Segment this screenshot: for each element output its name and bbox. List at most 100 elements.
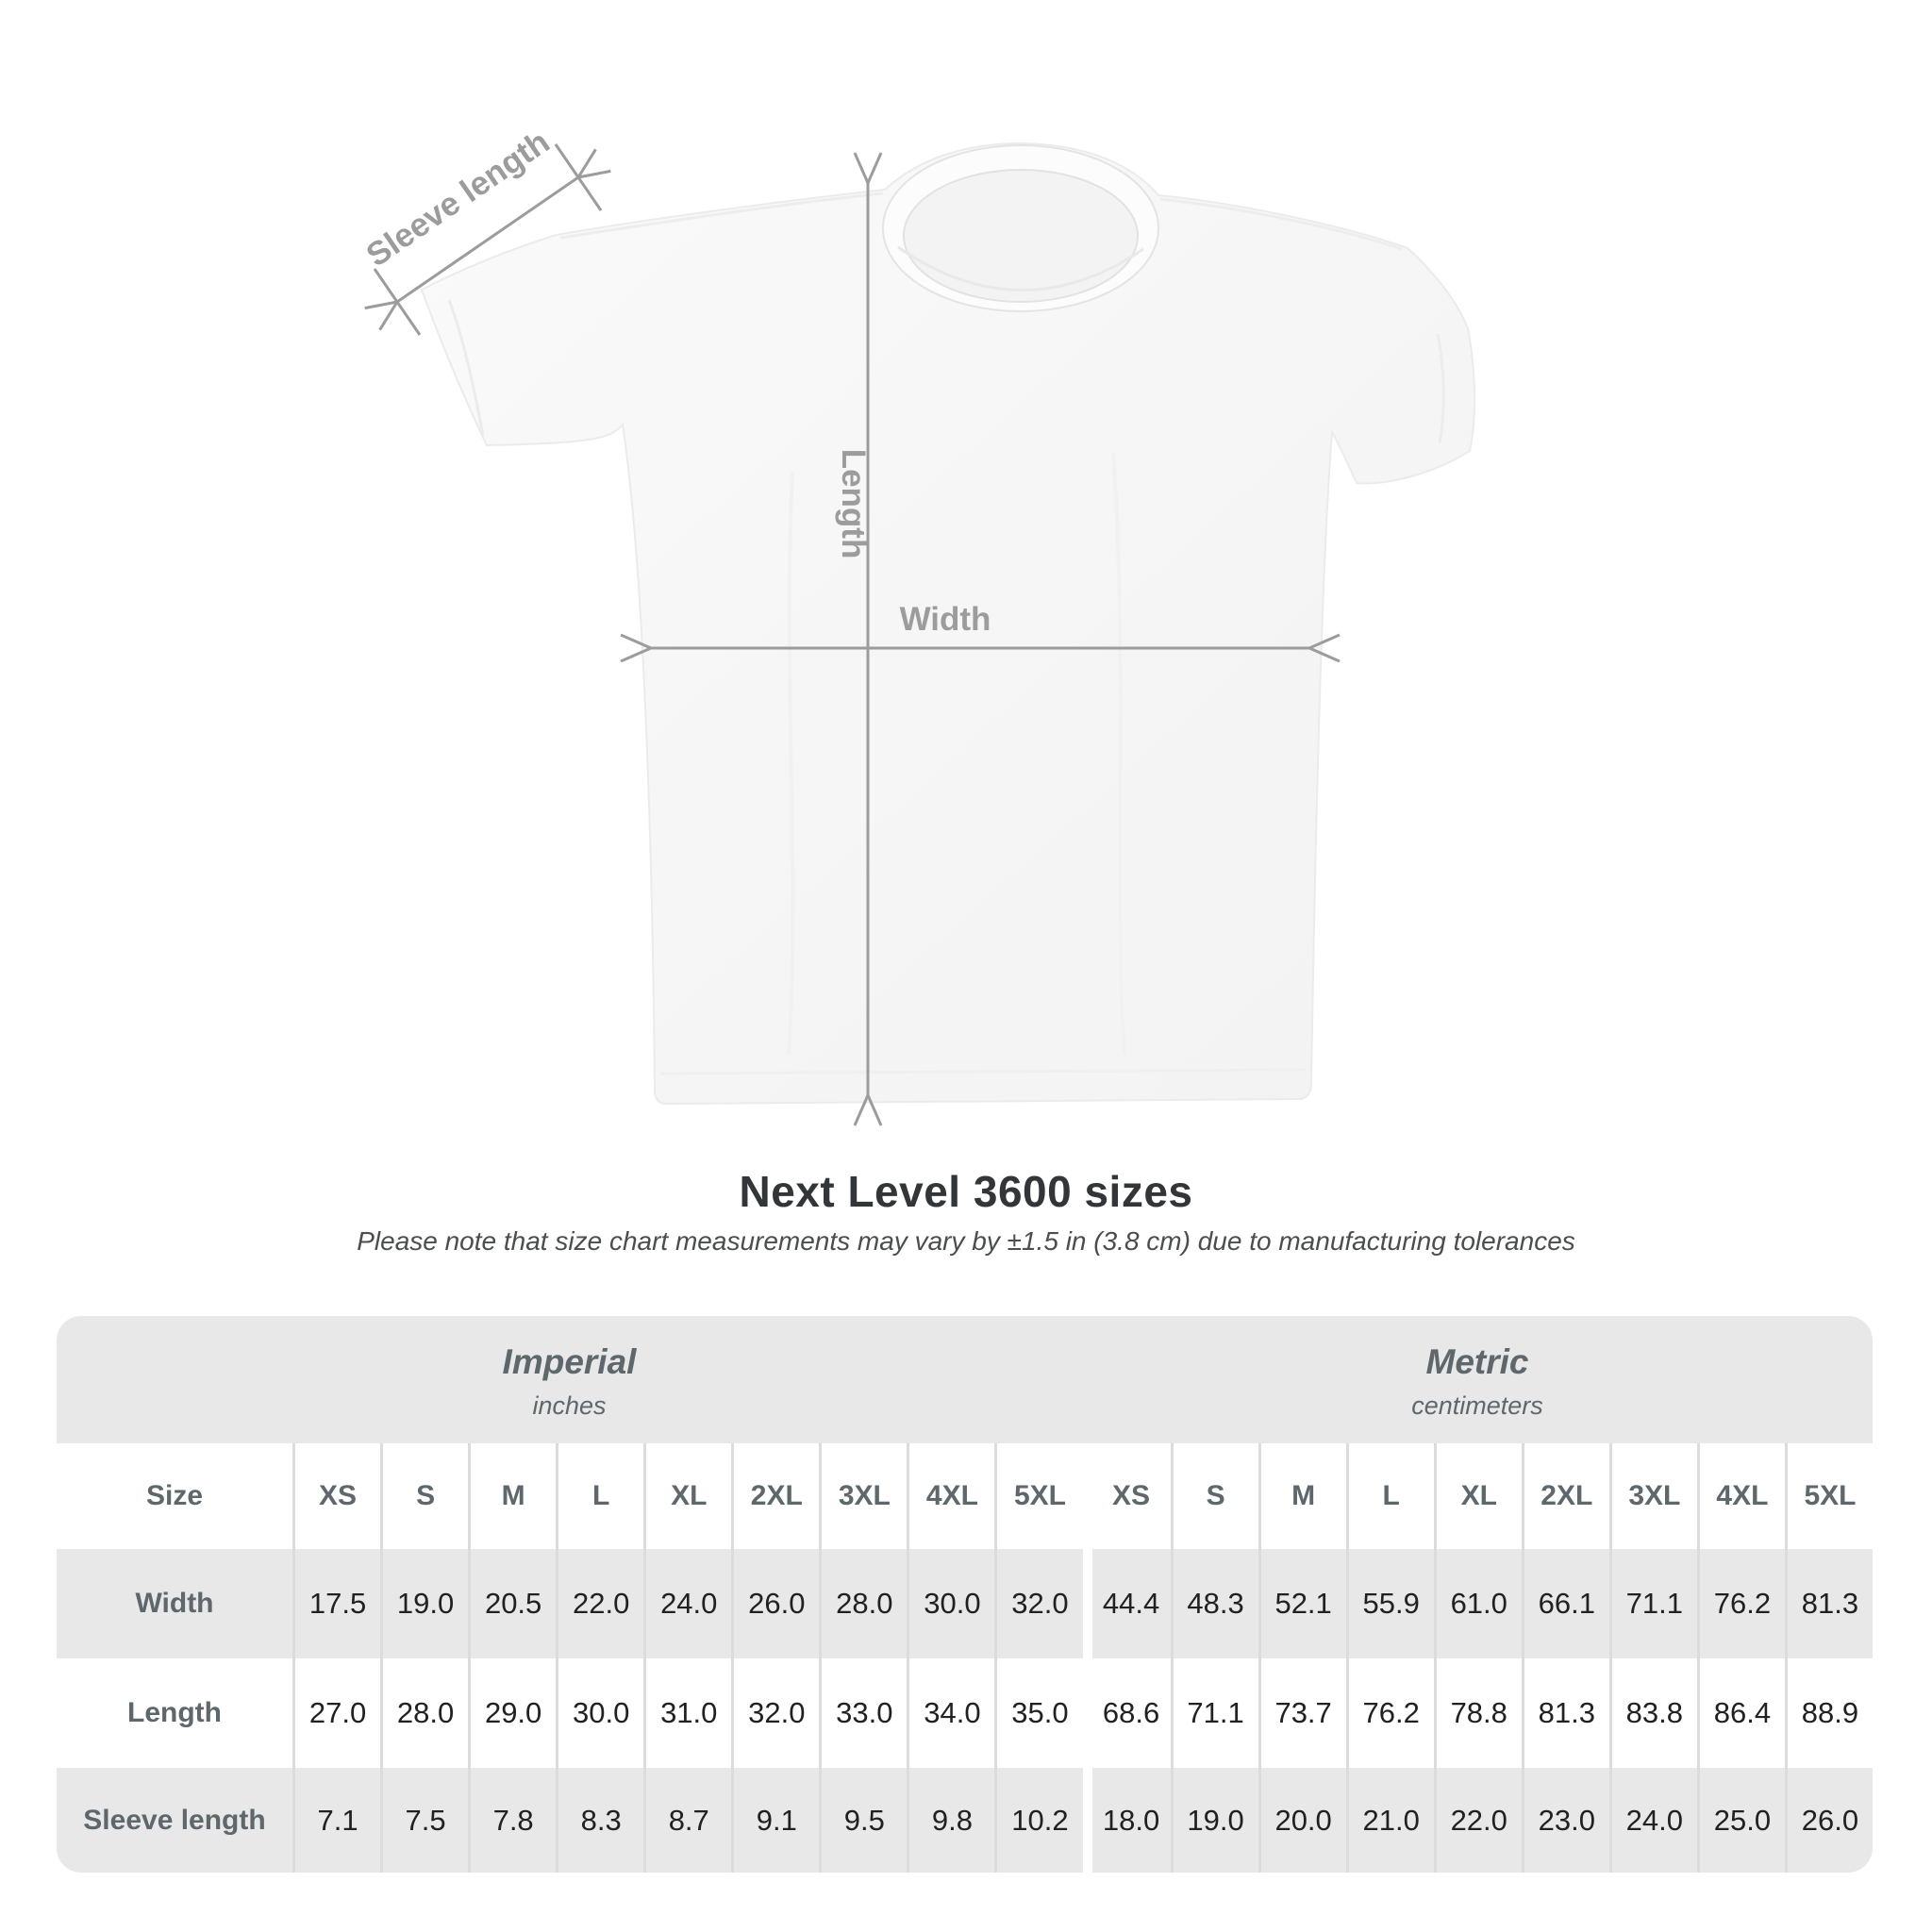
size-header-row: Size XS S M L XL 2XL 3XL 4XL 5XL XS S M … [57,1443,1873,1549]
size-table: Imperial inches Metric centimeters Size … [57,1316,1873,1873]
value-cell: 48.3 [1170,1549,1258,1658]
metric-group-label: Metric [1425,1342,1529,1381]
value-cell: 71.1 [1608,1549,1697,1658]
value-cell: 26.0 [731,1549,819,1658]
page-title: Next Level 3600 sizes [739,1167,1193,1216]
size-header-imperial: 4XL [907,1443,994,1549]
wrinkle-line [787,471,795,1056]
value-cell: 55.9 [1345,1549,1434,1658]
value-cell: 7.8 [468,1768,556,1873]
bottom-hem [659,1068,1307,1075]
value-cell: 9.5 [819,1768,907,1873]
value-cell: 7.1 [292,1768,380,1873]
value-cell: 33.0 [819,1658,907,1768]
size-header-metric: XS [1082,1443,1171,1549]
collar-opening [903,169,1139,303]
size-header-metric: M [1257,1443,1346,1549]
value-cell: 29.0 [468,1658,556,1768]
tshirt-body [420,142,1476,1106]
sleeve-dim-cap [554,143,603,211]
value-cell: 10.2 [994,1768,1082,1873]
dimension-lines [364,143,1341,1126]
value-cell: 27.0 [292,1658,380,1768]
size-header-metric: 2XL [1521,1443,1609,1549]
value-cell: 19.0 [380,1549,468,1658]
length-label: Length [835,449,872,559]
sleeve-dim-cap [373,268,422,336]
size-header-imperial: L [556,1443,643,1549]
value-cell: 86.4 [1696,1658,1785,1768]
value-cell: 32.0 [994,1549,1082,1658]
table-row-length: Length 27.0 28.0 29.0 30.0 31.0 32.0 33.… [57,1658,1873,1768]
value-cell: 24.0 [643,1549,731,1658]
value-cell: 73.7 [1257,1658,1346,1768]
value-cell: 8.7 [643,1768,731,1873]
table-row-sleeve-length: Sleeve length 7.1 7.5 7.8 8.3 8.7 9.1 9.… [57,1768,1873,1873]
value-cell: 78.8 [1433,1658,1522,1768]
value-cell: 88.9 [1784,1658,1873,1768]
value-cell: 61.0 [1433,1549,1522,1658]
right-shoulder-seam [1159,197,1403,251]
value-cell: 9.1 [731,1768,819,1873]
row-label: Sleeve length [83,1804,266,1836]
size-header-metric: S [1170,1443,1258,1549]
value-cell: 76.2 [1345,1658,1434,1768]
row-label: Width [135,1588,214,1619]
value-cell: 76.2 [1696,1549,1785,1658]
imperial-group: Imperial inches [57,1316,1082,1443]
value-cell: 68.6 [1082,1658,1171,1768]
size-header-metric: 3XL [1608,1443,1697,1549]
value-cell: 20.0 [1257,1768,1346,1873]
value-cell: 25.0 [1696,1768,1785,1873]
size-header-metric: 4XL [1696,1443,1785,1549]
size-header-imperial: S [380,1443,468,1549]
value-cell: 23.0 [1521,1768,1609,1873]
size-header-imperial: 2XL [731,1443,819,1549]
size-header-metric: L [1345,1443,1434,1549]
value-cell: 35.0 [994,1658,1082,1768]
value-cell: 81.3 [1784,1549,1873,1658]
value-cell: 32.0 [731,1658,819,1768]
size-column-header: Size [145,1480,204,1511]
size-header-imperial: 3XL [819,1443,907,1549]
imperial-group-unit: inches [532,1391,607,1420]
value-cell: 44.4 [1082,1549,1171,1658]
value-cell: 8.3 [556,1768,643,1873]
imperial-group-label: Imperial [502,1342,637,1381]
value-cell: 20.5 [468,1549,556,1658]
value-cell: 7.5 [380,1768,468,1873]
metric-group: Metric centimeters [1082,1316,1873,1443]
value-cell: 28.0 [380,1658,468,1768]
value-cell: 81.3 [1521,1658,1609,1768]
wrinkle-line [1111,452,1126,1056]
value-cell: 9.8 [907,1768,994,1873]
value-cell: 24.0 [1608,1768,1697,1873]
size-header-imperial: XS [292,1443,380,1549]
sleeve-length-arrow [364,148,611,331]
value-cell: 34.0 [907,1658,994,1768]
collar-seam [897,245,1144,291]
right-sleeve-hem [1436,333,1445,444]
value-cell: 22.0 [1433,1768,1522,1873]
size-header-imperial: 5XL [994,1443,1082,1549]
value-cell: 52.1 [1257,1549,1346,1658]
value-cell: 18.0 [1082,1768,1171,1873]
size-header-imperial: M [468,1443,556,1549]
value-cell: 28.0 [819,1549,907,1658]
value-cell: 17.5 [292,1549,380,1658]
tshirt-graphic [420,142,1476,1106]
value-cell: 30.0 [556,1658,643,1768]
table-row-width: Width 17.5 19.0 20.5 22.0 24.0 26.0 28.0… [57,1549,1873,1658]
tolerance-note: Please note that size chart measurements… [357,1226,1575,1256]
value-cell: 21.0 [1345,1768,1434,1873]
value-cell: 66.1 [1521,1549,1609,1658]
value-cell: 22.0 [556,1549,643,1658]
tshirt-size-diagram: Sleeve length Length Width [359,124,1476,1126]
value-cell: 19.0 [1170,1768,1258,1873]
row-label: Length [127,1697,222,1728]
metric-group-unit: centimeters [1411,1391,1543,1420]
size-header-metric: 5XL [1784,1443,1873,1549]
value-cell: 71.1 [1170,1658,1258,1768]
unit-group-header: Imperial inches Metric centimeters [57,1316,1873,1443]
